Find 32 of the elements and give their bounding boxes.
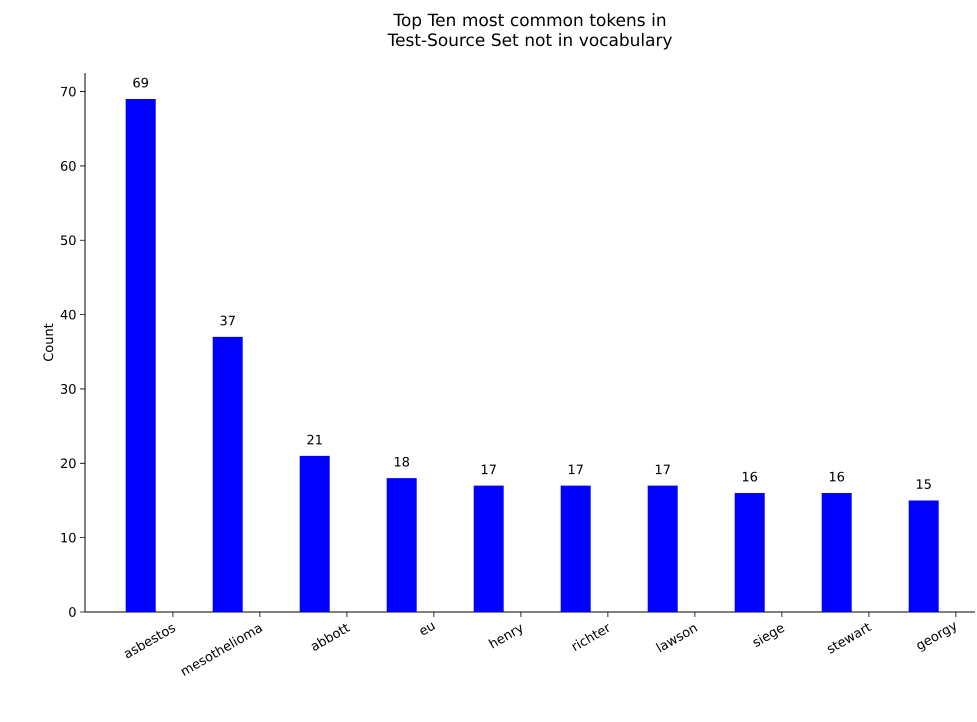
x-tick-label: siege [753, 625, 785, 647]
y-tick-label: 10 [61, 532, 76, 543]
data-label: 18 [394, 456, 410, 467]
data-label: 17 [656, 464, 670, 474]
y-tick-label: 50 [61, 235, 76, 246]
data-label: 21 [307, 434, 322, 444]
bar [822, 493, 852, 612]
data-label: 16 [742, 472, 758, 482]
data-label: 37 [220, 316, 235, 326]
bar [560, 486, 591, 612]
bar [648, 486, 678, 612]
data-label: 69 [133, 78, 148, 88]
data-label: 17 [482, 464, 496, 474]
chart-title: Top Ten most common tokens in Test-Source Set not in vocabulary [388, 13, 672, 50]
bar [908, 500, 939, 612]
bar [126, 99, 156, 612]
bar [734, 493, 765, 612]
bar [386, 478, 417, 612]
y-tick-label: 40 [60, 310, 76, 320]
data-label: 17 [568, 464, 583, 474]
x-tick-label: eu [420, 622, 436, 635]
y-tick-label: 70 [61, 86, 76, 96]
bar [474, 486, 504, 612]
data-label: 16 [830, 472, 844, 482]
y-tick-label: 30 [60, 384, 76, 394]
bar [300, 456, 330, 612]
y-tick-label: 60 [60, 161, 76, 171]
y-axis-title: Count [43, 324, 54, 361]
data-label: 15 [916, 479, 931, 489]
y-tick-label: 0 [69, 607, 76, 617]
y-tick-label: 20 [60, 458, 76, 468]
bar [212, 336, 243, 612]
